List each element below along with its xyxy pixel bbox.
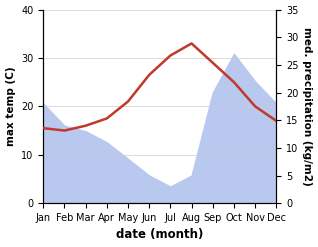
Y-axis label: max temp (C): max temp (C): [5, 66, 16, 146]
Y-axis label: med. precipitation (kg/m2): med. precipitation (kg/m2): [302, 27, 313, 186]
X-axis label: date (month): date (month): [116, 228, 204, 242]
